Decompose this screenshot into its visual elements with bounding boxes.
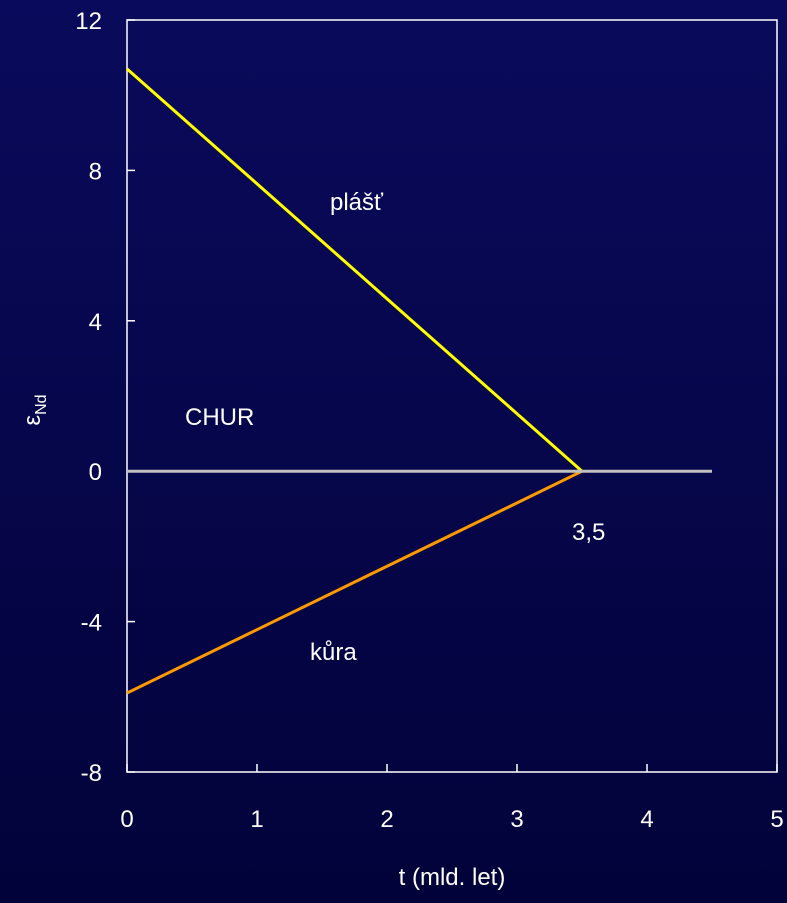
x-axis-ticks: 0 1 2 3 4 5 xyxy=(120,764,784,833)
x-tick-label: 5 xyxy=(770,806,783,833)
y-tick-label: -4 xyxy=(81,610,102,637)
y-axis-title: εNd xyxy=(19,394,50,425)
y-tick-label: -8 xyxy=(81,760,102,787)
x-tick-label: 2 xyxy=(380,806,393,833)
annotation-plast: plášť xyxy=(330,189,384,216)
y-tick-label: 0 xyxy=(89,459,102,486)
x-tick-label: 1 xyxy=(250,806,263,833)
x-tick-label: 4 xyxy=(640,806,653,833)
x-tick-label: 0 xyxy=(120,806,133,833)
x-tick-label: 3 xyxy=(510,806,523,833)
series-line-plast xyxy=(126,67,583,473)
y-tick-label: 8 xyxy=(89,158,102,185)
annotation-kura: kůra xyxy=(310,639,357,666)
y-tick-label: 12 xyxy=(75,8,102,35)
annotation-chur: CHUR xyxy=(185,404,254,431)
annotation-point: 3,5 xyxy=(572,519,605,546)
svg-text:εNd: εNd xyxy=(19,394,50,425)
y-axis-ticks: 12 8 4 0 -4 -8 xyxy=(75,8,135,787)
y-axis-title-main: ε xyxy=(19,415,46,426)
series-line-kura xyxy=(126,469,583,695)
series-group xyxy=(126,67,712,695)
plot-area xyxy=(126,19,778,773)
y-axis-title-sub: Nd xyxy=(33,394,50,414)
y-tick-label: 4 xyxy=(89,309,102,336)
x-axis-title: t (mld. let) xyxy=(399,864,506,891)
